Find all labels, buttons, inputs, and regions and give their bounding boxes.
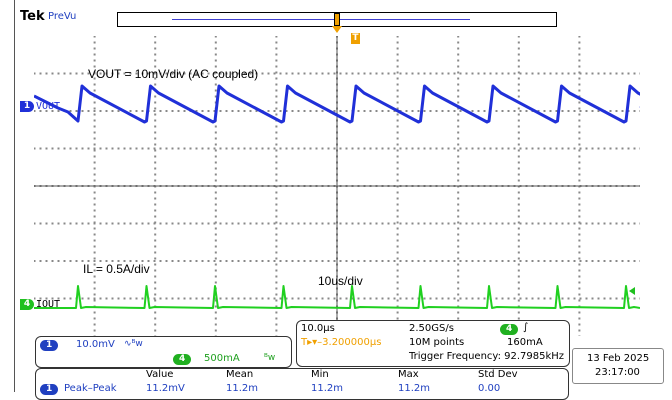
sample-rate: 2.50GS/s (409, 323, 454, 334)
ch1-badge: 1 (40, 340, 59, 351)
measurement-name: Peak–Peak (64, 383, 117, 394)
horizontal-scale[interactable]: 10.0µs (301, 323, 335, 334)
trigger-marker-icon[interactable]: T (351, 33, 360, 44)
ch4-marker-number: 4 (20, 299, 34, 310)
record-line (172, 19, 470, 20)
ch4-marker[interactable]: 4 IOUT (20, 299, 60, 310)
ch1-coupling-icon: ∿ᴮw (124, 339, 143, 349)
record-window-handle[interactable] (334, 13, 340, 26)
ch1-scale[interactable]: 10.0mV (76, 339, 115, 350)
trigger-level[interactable]: 160mA (507, 337, 543, 348)
waveform-graticule[interactable] (34, 36, 640, 336)
vout-annotation: VOUT = 10mV/div (AC coupled) (88, 67, 259, 81)
date: 13 Feb 2025 (587, 353, 650, 364)
measurement-mean: 11.2m (226, 383, 259, 394)
col-value: Value (146, 369, 174, 380)
ch1-marker-number: 1 (20, 101, 34, 112)
trigger-source-badge: 4 (500, 324, 519, 335)
ch1-marker-label: VOUT (36, 101, 61, 112)
col-mean: Mean (226, 369, 254, 380)
ch4-marker-label: IOUT (36, 299, 61, 310)
brand-logo: Tek (20, 9, 45, 24)
timebase-annotation: 10us/div (318, 274, 363, 288)
channel-settings-panel[interactable]: 1 10.0mV ∿ᴮw 4 500mA ᴮw (35, 336, 292, 368)
measurement-max: 11.2m (398, 383, 431, 394)
measurement-value: 11.2mV (146, 383, 185, 394)
record-view-bar[interactable] (117, 12, 557, 27)
col-min: Min (311, 369, 329, 380)
acquisition-mode: PreVu (48, 11, 77, 22)
trigger-frequency: Trigger Frequency: 92.7985kHz (409, 351, 565, 362)
ch1-waveform (34, 84, 640, 124)
ch4-trigger-level-icon[interactable] (629, 287, 635, 295)
il-annotation: IL = 0.5A/div (83, 262, 150, 276)
col-std-dev: Std Dev (478, 369, 518, 380)
ch4-badge: 4 (173, 354, 192, 365)
measurement-min: 11.2m (311, 383, 344, 394)
scope-frame (14, 0, 669, 392)
datetime-box: 13 Feb 2025 23:17:00 (572, 348, 664, 384)
measurement-table[interactable]: Value Mean Min Max Std Dev 1 Peak–Peak 1… (35, 368, 569, 400)
horizontal-trigger-panel[interactable]: 10.0µs 2.50GS/s 4 ∫ T▸▾–3.200000µs 10M p… (296, 320, 570, 367)
measurement-std-dev: 0.00 (478, 383, 501, 394)
ch4-waveform (34, 285, 640, 309)
top-bar: Tek PreVu (0, 0, 672, 28)
trigger-position-icon[interactable] (332, 26, 342, 33)
trigger-slope-icon: ∫ (523, 322, 529, 333)
ch1-marker[interactable]: 1 VOUT (20, 101, 60, 112)
record-length: 10M points (409, 337, 465, 348)
ch4-coupling-icon: ᴮw (264, 353, 276, 363)
measurement-badge: 1 (40, 384, 59, 395)
time: 23:17:00 (595, 367, 640, 378)
col-max: Max (398, 369, 419, 380)
ch4-scale[interactable]: 500mA (204, 353, 240, 364)
horizontal-delay[interactable]: T▸▾–3.200000µs (301, 337, 382, 348)
